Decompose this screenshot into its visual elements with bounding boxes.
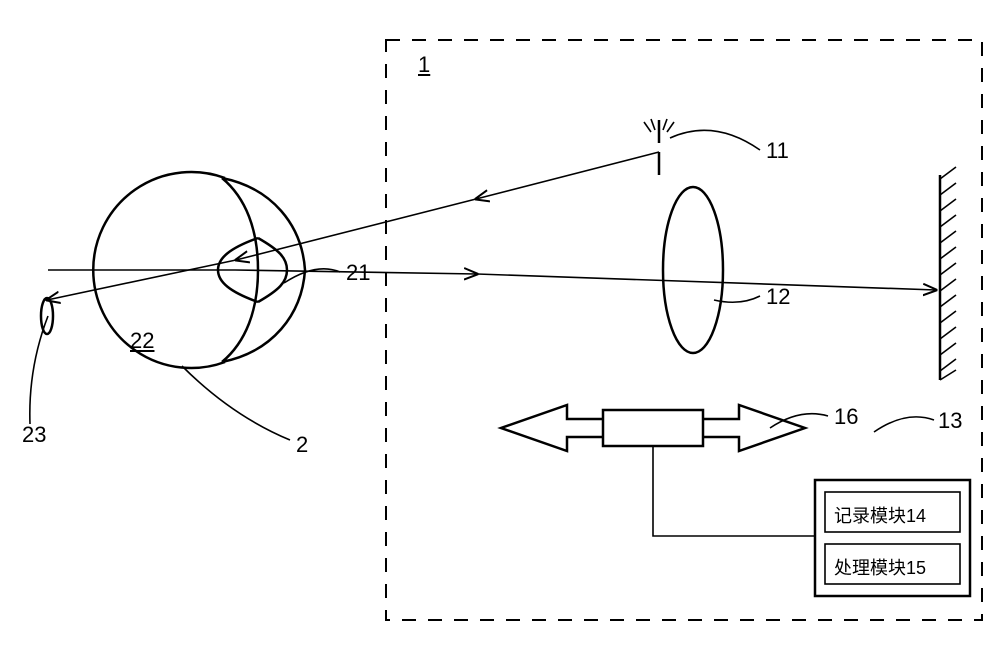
slit-plate — [644, 119, 674, 175]
housing-outline — [386, 40, 982, 620]
ray-in-seg3 — [47, 260, 236, 300]
label-eye-axial: 22 — [130, 328, 154, 354]
label-lens: 12 — [766, 284, 790, 310]
actuator — [501, 405, 805, 451]
label-eye-lens: 21 — [346, 260, 370, 286]
label-module2: 处理模块15 — [834, 554, 926, 580]
label-eye-retina: 23 — [22, 422, 46, 448]
ray-in-seg1 — [476, 152, 659, 199]
ray-in-seg2 — [236, 199, 476, 260]
label-module1: 记录模块14 — [834, 502, 926, 528]
label-actuator: 16 — [834, 404, 858, 430]
connector — [653, 446, 815, 536]
lens — [663, 187, 723, 353]
label-housing: 1 — [418, 52, 430, 78]
label-eye: 2 — [296, 432, 308, 458]
label-slit: 11 — [766, 138, 789, 164]
figure: { "figure": { "type": "technical-diagram… — [0, 0, 1000, 663]
leader-2 — [182, 366, 290, 440]
ray-out-seg2 — [477, 274, 936, 290]
label-grating: 13 — [938, 408, 962, 434]
grating — [940, 167, 956, 380]
leader-13 — [874, 417, 934, 432]
leader-11 — [670, 130, 760, 150]
